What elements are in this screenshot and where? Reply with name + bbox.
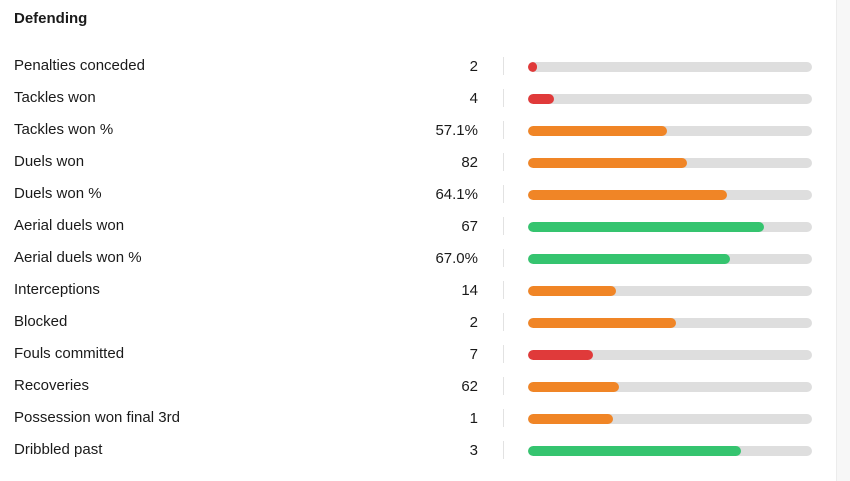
stat-bar-fill <box>528 62 537 72</box>
stat-value: 82 <box>461 154 478 171</box>
divider <box>503 185 504 203</box>
stat-bar-track <box>528 126 812 136</box>
divider <box>503 281 504 299</box>
stat-bar-fill <box>528 222 764 232</box>
stat-bar-fill <box>528 190 727 200</box>
divider <box>503 57 504 75</box>
stat-label: Duels won <box>14 153 85 170</box>
stat-bar-fill <box>528 254 730 264</box>
stat-row: Tackles won 4 <box>0 88 836 120</box>
stat-value: 7 <box>469 346 478 363</box>
stat-value: 2 <box>469 58 478 75</box>
stat-value: 3 <box>469 442 478 459</box>
divider <box>503 217 504 235</box>
stat-label: Fouls committed <box>14 345 125 362</box>
stat-bar-track <box>528 414 812 424</box>
stat-row: Possession won final 3rd 1 <box>0 408 836 440</box>
stat-value: 67.0% <box>435 250 478 267</box>
stat-bar-track <box>528 446 812 456</box>
stat-bar-fill <box>528 158 688 168</box>
stat-label: Aerial duels won <box>14 217 125 234</box>
stat-row: Tackles won % 57.1% <box>0 120 836 152</box>
stat-value: 1 <box>469 410 478 427</box>
stat-value: 67 <box>461 218 478 235</box>
stat-label: Penalties conceded <box>14 57 145 74</box>
stat-row: Duels won 82 <box>0 152 836 184</box>
stat-bar-track <box>528 286 812 296</box>
stat-bar-fill <box>528 382 619 392</box>
divider <box>503 441 504 459</box>
divider <box>503 121 504 139</box>
stat-value: 57.1% <box>435 122 478 139</box>
stat-bar-fill <box>528 94 554 104</box>
stat-row: Fouls committed 7 <box>0 344 836 376</box>
stat-bar-fill <box>528 126 668 136</box>
divider <box>503 409 504 427</box>
stat-label: Interceptions <box>14 281 100 298</box>
stat-row: Recoveries 62 <box>0 376 836 408</box>
section-title: Defending <box>14 10 88 27</box>
stat-bar-track <box>528 254 812 264</box>
side-background <box>837 0 850 481</box>
stat-row: Duels won % 64.1% <box>0 184 836 216</box>
stat-label: Tackles won % <box>14 121 114 138</box>
stat-value: 2 <box>469 314 478 331</box>
stat-row: Interceptions 14 <box>0 280 836 312</box>
divider <box>503 313 504 331</box>
stat-value: 14 <box>461 282 478 299</box>
stat-label: Recoveries <box>14 377 90 394</box>
stat-bar-fill <box>528 414 614 424</box>
stat-bar-fill <box>528 318 676 328</box>
divider <box>503 89 504 107</box>
stat-row: Penalties conceded 2 <box>0 56 836 88</box>
stat-bar-track <box>528 190 812 200</box>
stat-bar-fill <box>528 446 741 456</box>
stat-label: Dribbled past <box>14 441 103 458</box>
stat-label: Aerial duels won % <box>14 249 142 266</box>
stat-row: Aerial duels won % 67.0% <box>0 248 836 280</box>
stat-bar-track <box>528 318 812 328</box>
stat-label: Tackles won <box>14 89 96 106</box>
stat-label: Blocked <box>14 313 68 330</box>
stat-bar-track <box>528 222 812 232</box>
stat-row: Blocked 2 <box>0 312 836 344</box>
stat-label: Possession won final 3rd <box>14 409 180 426</box>
stat-bar-track <box>528 382 812 392</box>
stat-label: Duels won % <box>14 185 102 202</box>
stat-row: Aerial duels won 67 <box>0 216 836 248</box>
stat-bar-fill <box>528 286 617 296</box>
divider <box>503 153 504 171</box>
divider <box>503 249 504 267</box>
stat-bar-track <box>528 94 812 104</box>
stat-bar-track <box>528 62 812 72</box>
divider <box>503 345 504 363</box>
stat-bar-track <box>528 350 812 360</box>
stat-row: Dribbled past 3 <box>0 440 836 472</box>
divider <box>503 377 504 395</box>
stat-bar-track <box>528 158 812 168</box>
stat-value: 64.1% <box>435 186 478 203</box>
stat-value: 4 <box>469 90 478 107</box>
stat-value: 62 <box>461 378 478 395</box>
stat-bar-fill <box>528 350 594 360</box>
